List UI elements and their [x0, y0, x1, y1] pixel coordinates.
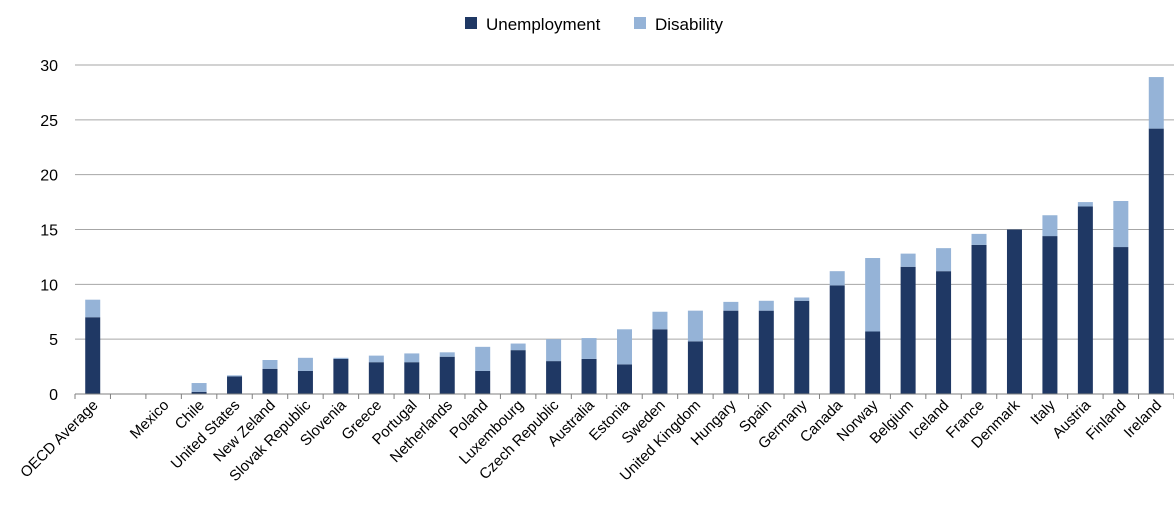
y-tick-label: 15	[40, 223, 58, 240]
bar-unemployment	[85, 317, 101, 394]
bar-unemployment	[404, 362, 420, 394]
bar-disability	[510, 343, 526, 351]
y-tick-label: 10	[40, 277, 58, 294]
bar-unemployment	[758, 310, 774, 394]
bar-disability	[227, 375, 243, 377]
bar-unemployment	[723, 310, 739, 394]
bar-disability	[829, 271, 845, 286]
bar-unemployment	[936, 271, 952, 394]
legend-label-unemployment: Unemployment	[486, 15, 601, 34]
y-tick-label: 30	[40, 58, 58, 75]
x-category-label: Finland	[1083, 397, 1130, 444]
bars	[85, 77, 1164, 394]
bar-unemployment	[687, 341, 703, 394]
x-category-label: OECD Average	[17, 397, 101, 481]
x-category-label: Mexico	[127, 397, 173, 443]
bar-disability	[723, 301, 739, 311]
bar-disability	[297, 357, 313, 371]
bar-disability	[85, 299, 101, 318]
legend-swatch-unemployment	[465, 17, 477, 29]
bar-disability	[971, 233, 987, 245]
bar-unemployment	[1077, 206, 1093, 394]
bar-unemployment	[191, 391, 207, 394]
bar-disability	[794, 297, 810, 301]
bar-disability	[758, 300, 774, 311]
bar-unemployment	[1148, 128, 1164, 394]
bar-unemployment	[368, 362, 384, 394]
bar-unemployment	[617, 364, 632, 394]
bar-unemployment	[1006, 229, 1022, 394]
bar-disability	[865, 258, 881, 332]
bar-unemployment	[475, 370, 491, 394]
legend: Unemployment Disability	[465, 15, 724, 34]
x-category-label: Iceland	[906, 397, 952, 443]
x-category-label: Ireland	[1121, 397, 1165, 441]
bar-disability	[368, 355, 384, 363]
bar-disability	[617, 329, 632, 365]
bar-unemployment	[333, 358, 349, 394]
bar-unemployment	[227, 376, 243, 394]
y-tick-label: 20	[40, 168, 58, 185]
bar-disability	[546, 339, 562, 362]
bar-disability	[1042, 215, 1058, 237]
bar-unemployment	[1113, 247, 1129, 394]
bar-disability	[581, 338, 597, 359]
bar-unemployment	[1042, 236, 1058, 394]
y-tick-label: 5	[49, 332, 58, 349]
bar-unemployment	[439, 356, 455, 394]
bar-disability	[687, 310, 703, 342]
bar-unemployment	[262, 368, 278, 394]
y-axis-ticks: 0 5 10 15 20 25 30	[40, 58, 58, 404]
y-tick-label: 25	[40, 113, 58, 130]
bar-unemployment	[900, 266, 916, 394]
bar-unemployment	[794, 300, 810, 394]
y-tick-label: 0	[49, 387, 58, 404]
bar-disability	[900, 253, 916, 267]
bar-disability	[1113, 200, 1129, 248]
bar-unemployment	[865, 331, 881, 394]
legend-swatch-disability	[634, 17, 646, 29]
bar-unemployment	[652, 329, 668, 394]
bar-unemployment	[297, 370, 313, 394]
x-axis-ticks	[74, 394, 1174, 399]
bar-disability	[652, 311, 668, 330]
bar-disability	[262, 360, 278, 369]
bar-disability	[191, 383, 207, 392]
bar-disability	[404, 353, 420, 363]
bar-unemployment	[510, 350, 526, 394]
bar-unemployment	[829, 285, 845, 394]
bar-unemployment	[546, 361, 562, 394]
bar-disability	[333, 357, 349, 359]
bar-disability	[1077, 202, 1093, 207]
bar-disability	[439, 352, 455, 357]
gridlines	[75, 64, 1174, 340]
bar-disability	[1148, 77, 1164, 129]
legend-label-disability: Disability	[655, 15, 724, 34]
bar-disability	[475, 346, 491, 371]
bar-disability	[936, 248, 952, 272]
bar-unemployment	[971, 244, 987, 394]
bar-unemployment	[581, 358, 597, 394]
